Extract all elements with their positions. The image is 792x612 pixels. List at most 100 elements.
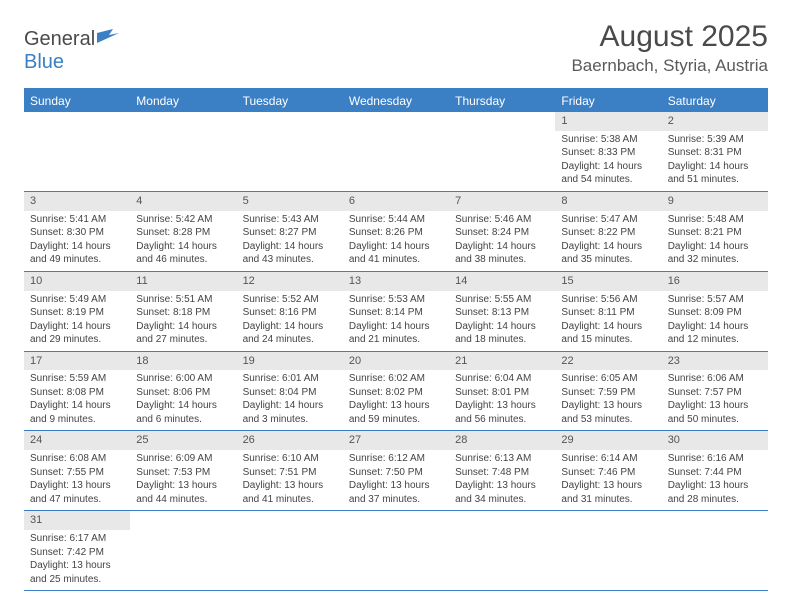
day-number: 9 (662, 192, 768, 211)
month-title: August 2025 (571, 20, 768, 54)
sunset-text: Sunset: 7:50 PM (349, 466, 443, 480)
sunrise-text: Sunrise: 6:13 AM (455, 452, 549, 466)
day-cell (237, 112, 343, 191)
daylight-text: Daylight: 13 hours and 59 minutes. (349, 399, 443, 426)
day-number: 30 (662, 431, 768, 450)
sunset-text: Sunset: 8:33 PM (561, 146, 655, 160)
weekday-header: Wednesday (343, 90, 449, 112)
sunrise-text: Sunrise: 5:51 AM (136, 293, 230, 307)
day-body: Sunrise: 5:43 AMSunset: 8:27 PMDaylight:… (237, 211, 343, 271)
day-body: Sunrise: 5:59 AMSunset: 8:08 PMDaylight:… (24, 370, 130, 430)
day-cell: 20Sunrise: 6:02 AMSunset: 8:02 PMDayligh… (343, 352, 449, 431)
day-number: 3 (24, 192, 130, 211)
week-row: 3Sunrise: 5:41 AMSunset: 8:30 PMDaylight… (24, 192, 768, 272)
logo-general: General (24, 28, 95, 50)
daylight-text: Daylight: 13 hours and 44 minutes. (136, 479, 230, 506)
day-cell: 16Sunrise: 5:57 AMSunset: 8:09 PMDayligh… (662, 272, 768, 351)
sunset-text: Sunset: 8:06 PM (136, 386, 230, 400)
sunrise-text: Sunrise: 6:10 AM (243, 452, 337, 466)
sunrise-text: Sunrise: 5:46 AM (455, 213, 549, 227)
daylight-text: Daylight: 14 hours and 32 minutes. (668, 240, 762, 267)
day-number: 5 (237, 192, 343, 211)
sunrise-text: Sunrise: 5:39 AM (668, 133, 762, 147)
day-body: Sunrise: 6:04 AMSunset: 8:01 PMDaylight:… (449, 370, 555, 430)
day-number: 25 (130, 431, 236, 450)
day-cell: 18Sunrise: 6:00 AMSunset: 8:06 PMDayligh… (130, 352, 236, 431)
sunrise-text: Sunrise: 6:09 AM (136, 452, 230, 466)
sunrise-text: Sunrise: 6:04 AM (455, 372, 549, 386)
weekday-header: Sunday (24, 90, 130, 112)
day-number: 23 (662, 352, 768, 371)
sunrise-text: Sunrise: 5:44 AM (349, 213, 443, 227)
day-number (130, 511, 236, 530)
day-cell (555, 511, 661, 590)
day-number (130, 112, 236, 131)
day-cell: 27Sunrise: 6:12 AMSunset: 7:50 PMDayligh… (343, 431, 449, 510)
week-row: 24Sunrise: 6:08 AMSunset: 7:55 PMDayligh… (24, 431, 768, 511)
day-cell: 29Sunrise: 6:14 AMSunset: 7:46 PMDayligh… (555, 431, 661, 510)
sunset-text: Sunset: 8:04 PM (243, 386, 337, 400)
day-number (343, 112, 449, 131)
day-number: 19 (237, 352, 343, 371)
logo: GeneralBlue (24, 28, 119, 74)
sunrise-text: Sunrise: 6:06 AM (668, 372, 762, 386)
day-body: Sunrise: 5:51 AMSunset: 8:18 PMDaylight:… (130, 291, 236, 351)
daylight-text: Daylight: 14 hours and 51 minutes. (668, 160, 762, 187)
daylight-text: Daylight: 14 hours and 27 minutes. (136, 320, 230, 347)
weekday-header: Thursday (449, 90, 555, 112)
daylight-text: Daylight: 13 hours and 53 minutes. (561, 399, 655, 426)
weekday-row: SundayMondayTuesdayWednesdayThursdayFrid… (24, 90, 768, 112)
day-cell: 25Sunrise: 6:09 AMSunset: 7:53 PMDayligh… (130, 431, 236, 510)
day-cell (449, 112, 555, 191)
sunset-text: Sunset: 8:11 PM (561, 306, 655, 320)
daylight-text: Daylight: 14 hours and 15 minutes. (561, 320, 655, 347)
day-number: 12 (237, 272, 343, 291)
weekday-header: Tuesday (237, 90, 343, 112)
sunset-text: Sunset: 8:02 PM (349, 386, 443, 400)
day-number: 2 (662, 112, 768, 131)
day-body: Sunrise: 6:14 AMSunset: 7:46 PMDaylight:… (555, 450, 661, 510)
day-number: 26 (237, 431, 343, 450)
day-cell: 5Sunrise: 5:43 AMSunset: 8:27 PMDaylight… (237, 192, 343, 271)
sunset-text: Sunset: 8:27 PM (243, 226, 337, 240)
daylight-text: Daylight: 14 hours and 21 minutes. (349, 320, 443, 347)
day-body: Sunrise: 5:47 AMSunset: 8:22 PMDaylight:… (555, 211, 661, 271)
day-body: Sunrise: 6:05 AMSunset: 7:59 PMDaylight:… (555, 370, 661, 430)
day-cell (237, 511, 343, 590)
day-cell: 10Sunrise: 5:49 AMSunset: 8:19 PMDayligh… (24, 272, 130, 351)
sunrise-text: Sunrise: 5:38 AM (561, 133, 655, 147)
day-number: 10 (24, 272, 130, 291)
day-number: 14 (449, 272, 555, 291)
day-number (449, 511, 555, 530)
day-cell: 26Sunrise: 6:10 AMSunset: 7:51 PMDayligh… (237, 431, 343, 510)
daylight-text: Daylight: 14 hours and 24 minutes. (243, 320, 337, 347)
day-cell: 8Sunrise: 5:47 AMSunset: 8:22 PMDaylight… (555, 192, 661, 271)
day-cell: 21Sunrise: 6:04 AMSunset: 8:01 PMDayligh… (449, 352, 555, 431)
sunset-text: Sunset: 8:13 PM (455, 306, 549, 320)
day-body: Sunrise: 5:52 AMSunset: 8:16 PMDaylight:… (237, 291, 343, 351)
daylight-text: Daylight: 14 hours and 9 minutes. (30, 399, 124, 426)
day-cell: 12Sunrise: 5:52 AMSunset: 8:16 PMDayligh… (237, 272, 343, 351)
day-number: 8 (555, 192, 661, 211)
sunset-text: Sunset: 7:46 PM (561, 466, 655, 480)
sunset-text: Sunset: 8:31 PM (668, 146, 762, 160)
sunrise-text: Sunrise: 6:12 AM (349, 452, 443, 466)
sunset-text: Sunset: 8:24 PM (455, 226, 549, 240)
day-body: Sunrise: 5:48 AMSunset: 8:21 PMDaylight:… (662, 211, 768, 271)
day-cell: 11Sunrise: 5:51 AMSunset: 8:18 PMDayligh… (130, 272, 236, 351)
daylight-text: Daylight: 13 hours and 31 minutes. (561, 479, 655, 506)
weekday-header: Monday (130, 90, 236, 112)
daylight-text: Daylight: 14 hours and 43 minutes. (243, 240, 337, 267)
day-cell (24, 112, 130, 191)
day-cell: 28Sunrise: 6:13 AMSunset: 7:48 PMDayligh… (449, 431, 555, 510)
day-cell (343, 511, 449, 590)
daylight-text: Daylight: 13 hours and 34 minutes. (455, 479, 549, 506)
day-cell: 17Sunrise: 5:59 AMSunset: 8:08 PMDayligh… (24, 352, 130, 431)
sunrise-text: Sunrise: 5:55 AM (455, 293, 549, 307)
sunrise-text: Sunrise: 5:59 AM (30, 372, 124, 386)
day-body: Sunrise: 6:02 AMSunset: 8:02 PMDaylight:… (343, 370, 449, 430)
daylight-text: Daylight: 13 hours and 47 minutes. (30, 479, 124, 506)
day-body: Sunrise: 6:17 AMSunset: 7:42 PMDaylight:… (24, 530, 130, 590)
week-row: 1Sunrise: 5:38 AMSunset: 8:33 PMDaylight… (24, 112, 768, 192)
sunrise-text: Sunrise: 6:01 AM (243, 372, 337, 386)
